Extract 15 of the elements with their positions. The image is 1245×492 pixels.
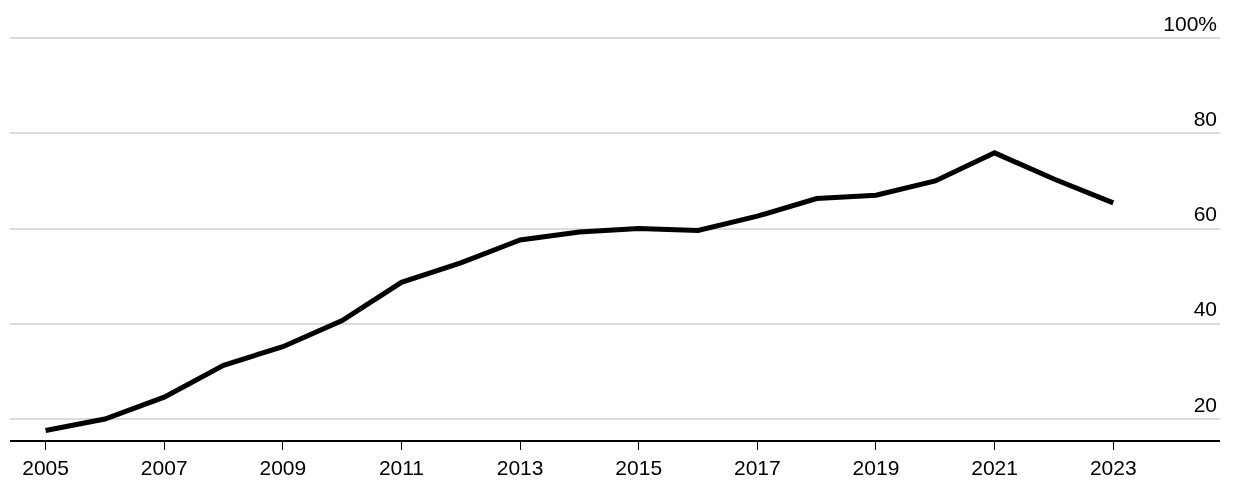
- y-tick-label: 60: [1193, 202, 1217, 226]
- x-tick-label: 2005: [22, 455, 69, 479]
- x-tick-label: 2013: [496, 455, 544, 479]
- x-tick-label: 2019: [852, 455, 900, 479]
- y-tick-label: 20: [1193, 392, 1217, 416]
- x-tick-label: 2023: [1089, 455, 1137, 479]
- x-tick-label: 2021: [971, 455, 1018, 479]
- y-tick-label: 40: [1193, 297, 1217, 321]
- x-tick-label: 2017: [733, 455, 781, 479]
- x-tick-label: 2011: [378, 455, 425, 479]
- y-tick-label: 80: [1193, 106, 1217, 130]
- y-tick-label: 100%: [1163, 11, 1217, 35]
- x-tick-label: 2015: [615, 455, 663, 479]
- x-tick-label: 2009: [259, 455, 307, 479]
- x-tick-label: 2007: [140, 455, 188, 479]
